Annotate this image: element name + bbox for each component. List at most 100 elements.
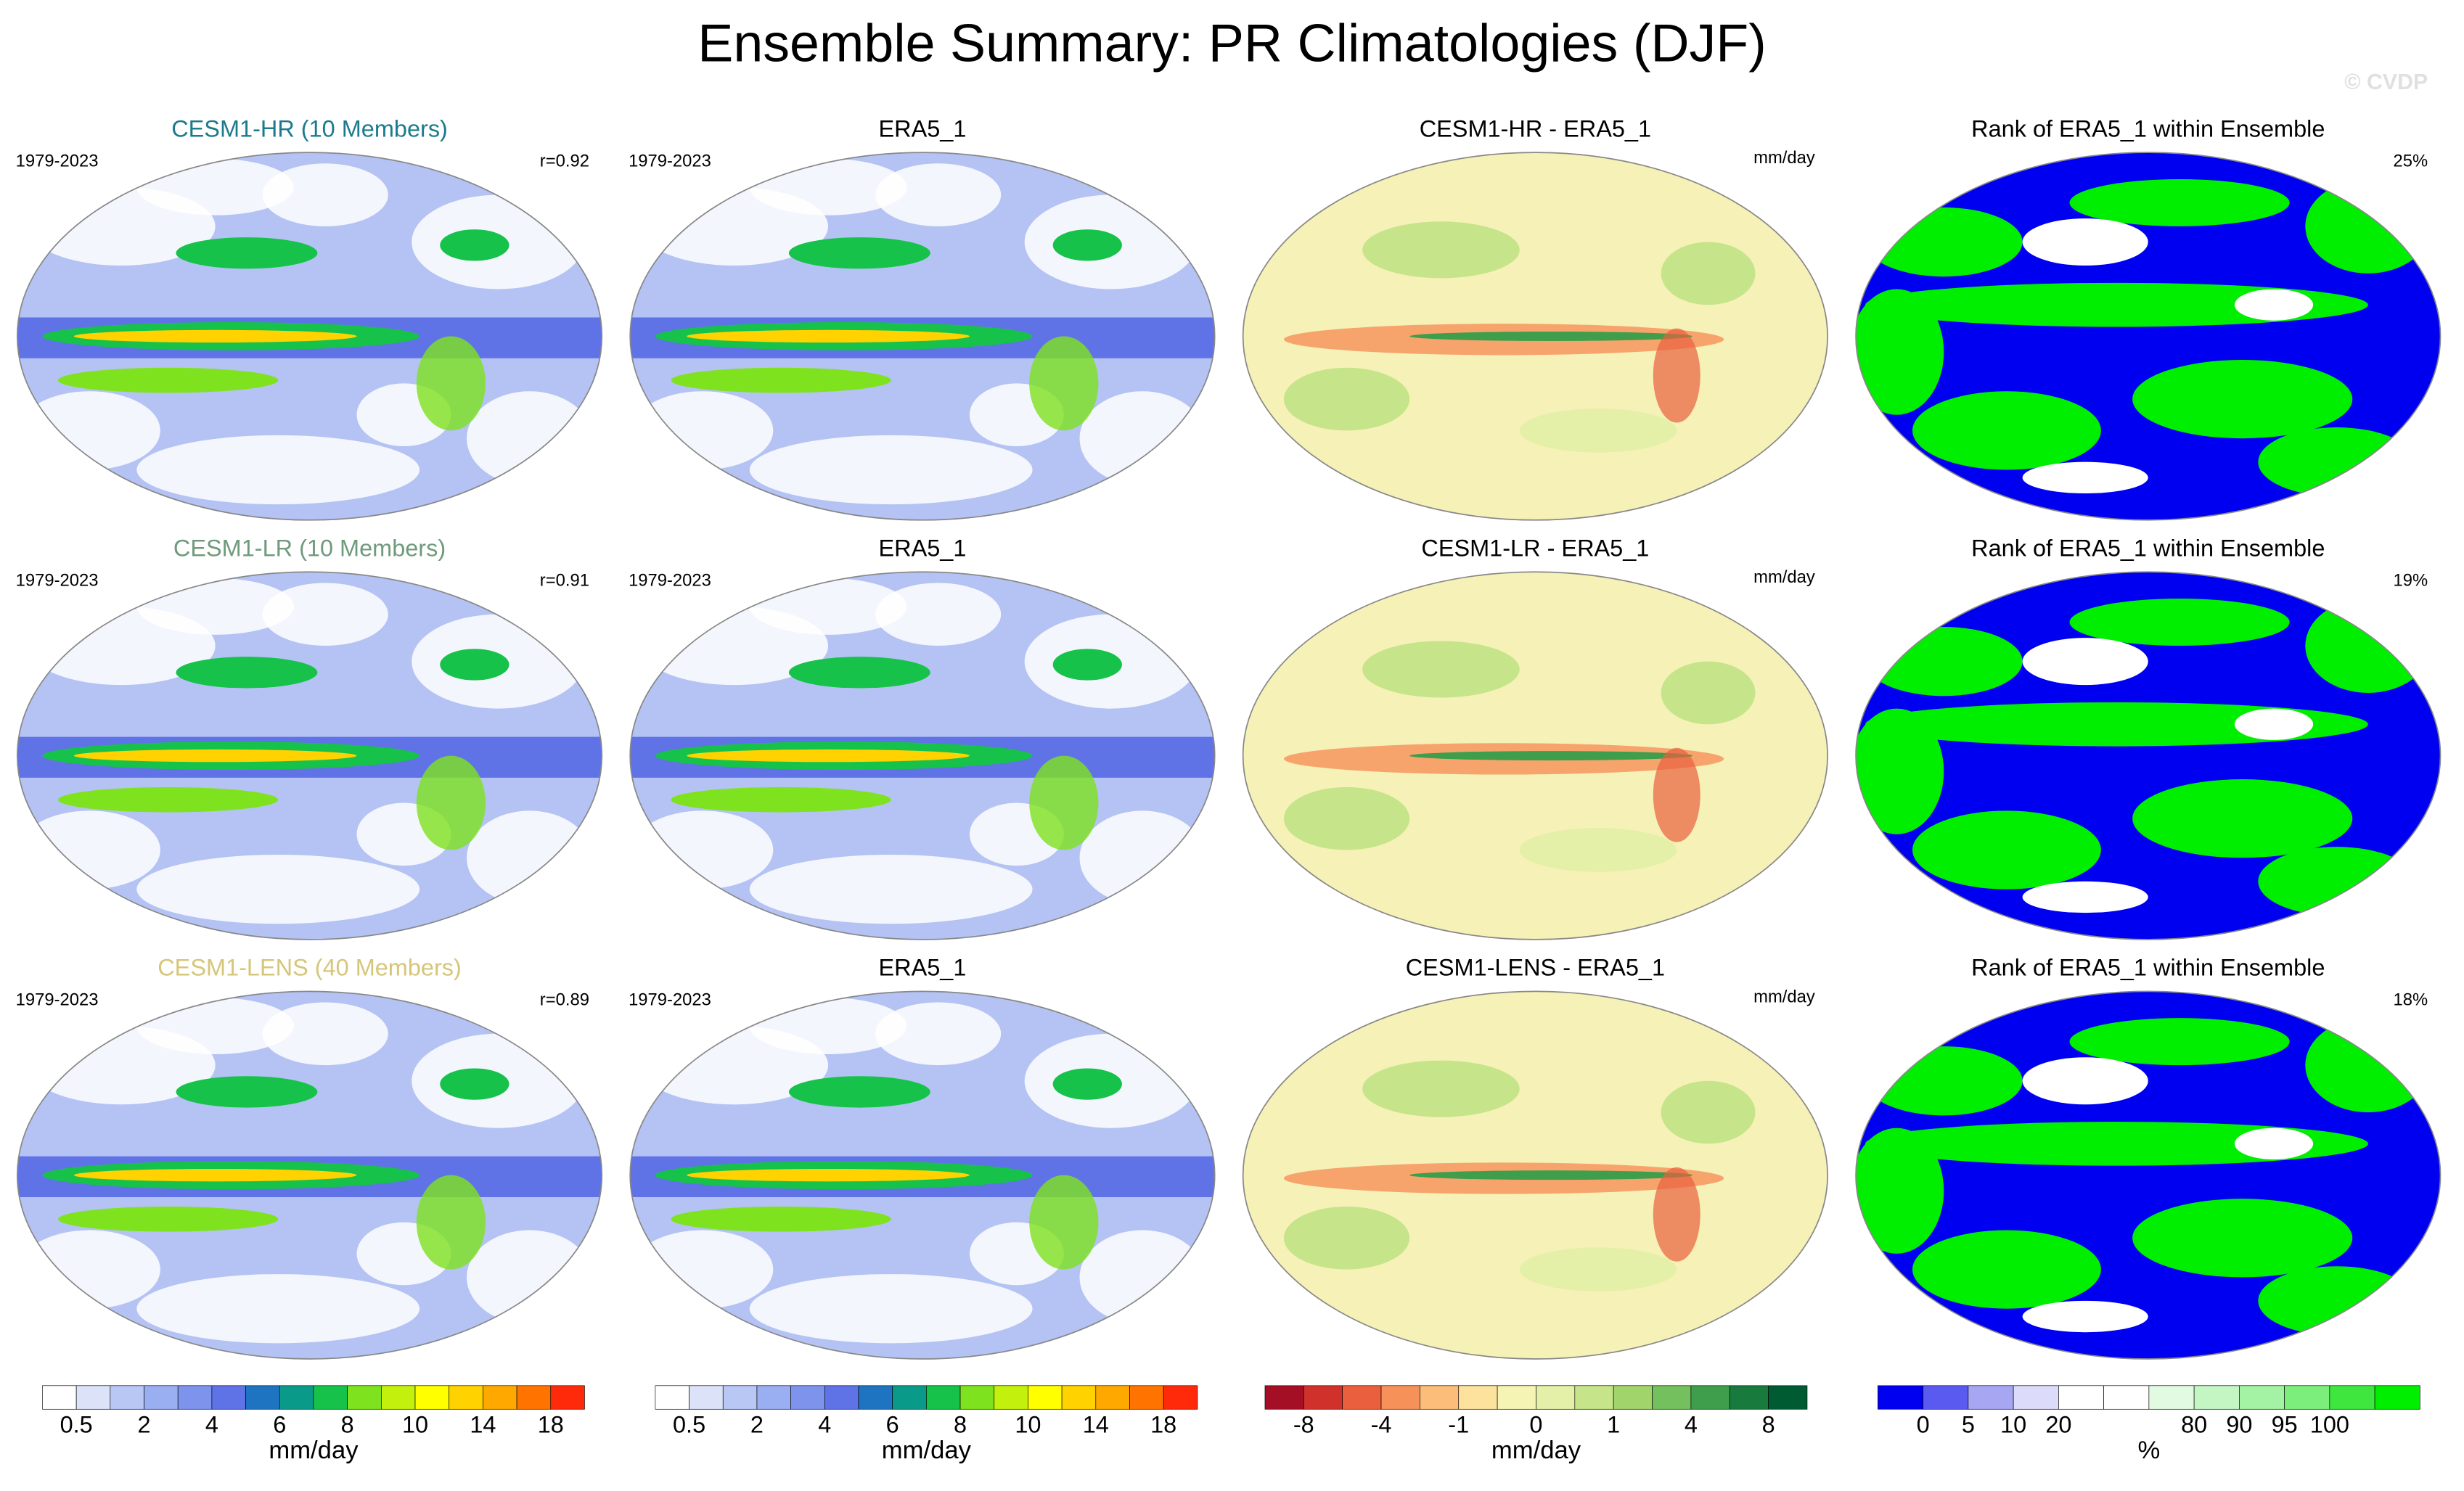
colorbar-box xyxy=(858,1385,893,1410)
map-patch xyxy=(2022,638,2148,686)
map-band xyxy=(73,749,357,763)
map-outline xyxy=(629,571,1216,940)
colorbar-label: 18 xyxy=(1150,1412,1176,1438)
colorbar-label: 2 xyxy=(137,1412,150,1438)
colorbar-unit: mm/day xyxy=(269,1437,359,1464)
colorbar-label: 90 xyxy=(2226,1412,2252,1438)
map xyxy=(630,572,1215,940)
colorbar-box xyxy=(1420,1385,1460,1410)
panel-title: Rank of ERA5_1 within Ensemble xyxy=(1971,535,2325,562)
colorbar-box xyxy=(2148,1385,2195,1410)
map-outline xyxy=(1855,571,2442,940)
map-track xyxy=(440,229,509,261)
map-track xyxy=(176,657,318,689)
map-patch xyxy=(2305,599,2431,693)
colorbar-label: 18 xyxy=(538,1412,564,1438)
map-track xyxy=(176,237,318,269)
colorbar-label: 10 xyxy=(2000,1412,2026,1438)
map-land xyxy=(416,336,486,431)
map-patch xyxy=(136,854,420,924)
panel-stat: r=0.91 xyxy=(540,571,589,591)
colorbar-box xyxy=(1690,1385,1730,1410)
panel-title: CESM1-HR - ERA5_1 xyxy=(1420,115,1651,141)
map-patch xyxy=(2132,1199,2353,1278)
colorbar-label: 95 xyxy=(2272,1412,2298,1438)
map-patch xyxy=(1661,1080,1756,1144)
colorbar-box xyxy=(2374,1385,2420,1410)
colorbar-box xyxy=(2193,1385,2240,1410)
panel-title: Rank of ERA5_1 within Ensemble xyxy=(1971,955,2325,981)
map-outline xyxy=(16,571,603,940)
map-patch xyxy=(1362,641,1520,698)
map-band xyxy=(671,367,891,393)
colorbar-box xyxy=(177,1385,213,1410)
map-patch xyxy=(1865,702,2368,747)
colorbar-box xyxy=(1380,1385,1420,1410)
colorbar-label: 2 xyxy=(750,1412,764,1438)
panel-title: ERA5_1 xyxy=(878,955,966,981)
map-outline xyxy=(1242,571,1828,940)
colorbar-box xyxy=(926,1385,961,1410)
colorbar-box xyxy=(75,1385,111,1410)
map-patch xyxy=(2132,779,2353,858)
map-band xyxy=(671,1206,891,1232)
map-band xyxy=(58,786,279,813)
colorbar-label: 6 xyxy=(886,1412,899,1438)
period-label: 1979-2023 xyxy=(16,151,99,171)
map-patch xyxy=(2022,881,2148,913)
map-patch xyxy=(1519,828,1677,872)
panel-title: CESM1-HR (10 Members) xyxy=(171,115,448,141)
colorbar-box xyxy=(1129,1385,1164,1410)
map-outline xyxy=(16,990,603,1360)
map-track xyxy=(1052,649,1122,681)
map-patch xyxy=(136,1274,420,1344)
colorbar-label: 100 xyxy=(2310,1412,2349,1438)
colorbar-label: 0.5 xyxy=(60,1412,93,1438)
map-patch xyxy=(1661,661,1756,725)
colorbar-box xyxy=(824,1385,859,1410)
colorbar-box xyxy=(211,1385,246,1410)
map-band xyxy=(687,1169,970,1182)
map-outline xyxy=(1242,990,1828,1360)
colorbar-box xyxy=(1536,1385,1576,1410)
map-patch xyxy=(1283,786,1410,850)
colorbar-box xyxy=(1613,1385,1653,1410)
map xyxy=(1856,991,2441,1360)
colorbar-label: 14 xyxy=(470,1412,496,1438)
panel-title: CESM1-LR (10 Members) xyxy=(173,535,446,562)
colorbar-box xyxy=(1729,1385,1769,1410)
map-land xyxy=(1029,336,1099,431)
colorbar-box xyxy=(722,1385,758,1410)
colorbar-box xyxy=(1303,1385,1343,1410)
colorbar-box xyxy=(959,1385,995,1410)
watermark: © CVDP xyxy=(2344,70,2428,94)
map-patch xyxy=(1856,289,1944,415)
colorbar-label: 8 xyxy=(1762,1412,1775,1438)
map-patch xyxy=(1079,1230,1206,1325)
period-label: 1979-2023 xyxy=(629,990,711,1010)
map-outline xyxy=(629,990,1216,1360)
map-patch xyxy=(262,1002,388,1066)
map-patch xyxy=(2069,178,2290,226)
colorbar-label: 4 xyxy=(205,1412,218,1438)
map-patch xyxy=(1912,810,2101,890)
map-land xyxy=(1029,1175,1099,1270)
figure-title: Ensemble Summary: PR Climatologies (DJF) xyxy=(697,13,1767,73)
colorbar-label: 8 xyxy=(341,1412,354,1438)
colorbar-box xyxy=(2239,1385,2285,1410)
panel-title: CESM1-LENS - ERA5_1 xyxy=(1406,955,1665,981)
colorbar-box xyxy=(994,1385,1028,1410)
map-patch xyxy=(1912,1230,2101,1309)
colorbar-box xyxy=(381,1385,416,1410)
colorbar-label: 4 xyxy=(1685,1412,1698,1438)
map-band xyxy=(73,329,357,343)
map-patch xyxy=(2132,359,2353,439)
colorbar-box xyxy=(1163,1385,1198,1410)
map-patch xyxy=(1865,1046,2023,1116)
map xyxy=(17,152,602,520)
colorbar-box xyxy=(2058,1385,2104,1410)
map-patch xyxy=(136,435,420,505)
map-patch xyxy=(2305,1018,2431,1113)
panel-stat: 25% xyxy=(2394,151,2428,171)
map-patch xyxy=(875,583,1002,646)
